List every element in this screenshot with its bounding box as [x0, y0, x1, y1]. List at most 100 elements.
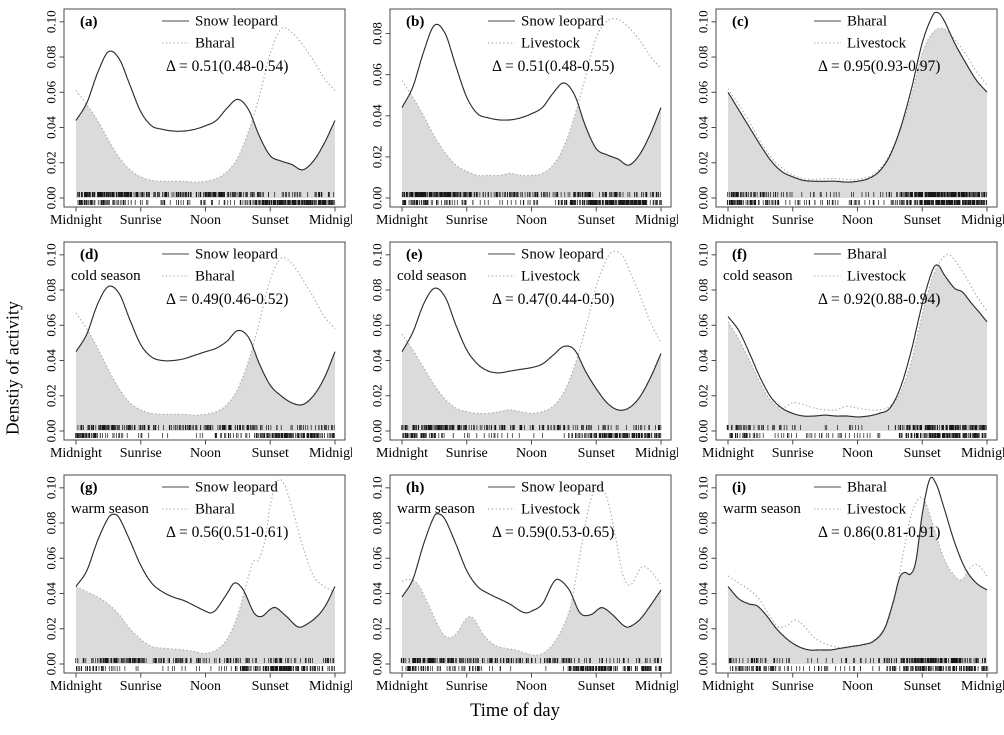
rug-solid-species: [77, 425, 335, 430]
y-tick-label: 0.06: [696, 313, 711, 336]
dotted-curve: [75, 256, 336, 416]
x-tick-label: Sunrise: [772, 679, 814, 694]
y-tick-label: 0.04: [44, 116, 59, 139]
legend-dotted-label: Livestock: [847, 502, 907, 518]
panel-letter: (h): [406, 480, 424, 496]
legend-dotted-label: Livestock: [521, 502, 581, 518]
y-tick-label: 0.06: [696, 546, 711, 569]
y-tick-label: 0.00: [370, 420, 385, 443]
legend-solid-label: Snow leopard: [195, 480, 278, 496]
y-tick-label: 0.04: [44, 582, 59, 605]
y-tick-label: 0.10: [370, 476, 385, 499]
panel-chart: 0.00 0.02 0.04 0.06 0.08 0.10 Midnight Sunrise N…: [696, 474, 1004, 694]
x-tick-label: Sunrise: [446, 213, 488, 228]
delta-overlap-value: Δ = 0.56(0.51-0.61): [166, 524, 288, 541]
x-axis: Midnight Sunrise Noon Sunset Midnight: [702, 207, 1004, 228]
y-axis: 0.00 0.02 0.04 0.06 0.08 0.10: [696, 476, 716, 675]
rug-dotted-species: [402, 200, 662, 205]
legend-dotted-label: Livestock: [521, 269, 581, 285]
panel-chart: 0.00 0.02 0.04 0.06 0.08 Midnight Sunrise Noon S…: [370, 8, 678, 228]
panel-c: 0.00 0.02 0.04 0.06 0.08 0.10 Midnight Sunrise N…: [678, 0, 1004, 233]
x-tick-label: Midnight: [961, 446, 1004, 461]
x-axis: Midnight Sunrise Noon Sunset Midnight: [702, 440, 1004, 461]
panel-chart: 0.00 0.02 0.04 0.06 0.08 0.10 Midnight Sunrise N…: [44, 241, 352, 461]
x-tick-label: Sunrise: [120, 213, 162, 228]
y-tick-label: 0.10: [370, 243, 385, 266]
dotted-curve: [75, 478, 336, 655]
y-axis: 0.00 0.02 0.04 0.06 0.08 0.10: [44, 243, 64, 442]
y-tick-label: 0.04: [696, 582, 711, 605]
panel-letter: (i): [732, 480, 746, 496]
y-axis: 0.00 0.02 0.04 0.06 0.08 0.10: [370, 476, 390, 675]
overlap-area: [728, 265, 987, 431]
legend-dotted-label: Livestock: [847, 269, 907, 285]
rug-solid-species: [77, 192, 335, 197]
y-tick-label: 0.00: [696, 420, 711, 443]
panel-chart: 0.00 0.02 0.04 0.06 0.08 0.10 Midnight Sunrise N…: [370, 241, 678, 461]
legend: Snow leopard Bharal Δ = 0.51(0.48-0.54): [162, 14, 288, 75]
legend-solid-label: Snow leopard: [521, 247, 604, 263]
season-label: cold season: [397, 268, 467, 284]
y-tick-label: 0.06: [44, 546, 59, 569]
panel-e: 0.00 0.02 0.04 0.06 0.08 0.10 Midnight Sunrise N…: [352, 233, 678, 466]
x-tick-label: Noon: [190, 446, 221, 461]
dotted-curve: [401, 485, 662, 656]
legend: Snow leopard Bharal Δ = 0.56(0.51-0.61): [162, 480, 288, 541]
x-axis: Midnight Sunrise Noon Sunset Midnight: [376, 207, 678, 228]
delta-overlap-value: Δ = 0.51(0.48-0.54): [166, 58, 288, 75]
x-tick-label: Midnight: [50, 213, 102, 228]
x-tick-label: Midnight: [50, 679, 102, 694]
y-tick-label: 0.06: [44, 313, 59, 336]
x-axis: Midnight Sunrise Noon Sunset Midnight: [702, 673, 1004, 694]
x-tick-label: Midnight: [961, 679, 1004, 694]
y-tick-label: 0.08: [370, 512, 385, 535]
y-tick-label: 0.10: [696, 243, 711, 266]
delta-overlap-value: Δ = 0.92(0.88-0.94): [818, 291, 940, 308]
legend-solid-label: Snow leopard: [521, 480, 604, 496]
y-tick-label: 0.02: [44, 384, 59, 407]
plot-frame: [715, 241, 998, 441]
y-tick-label: 0.06: [696, 80, 711, 103]
y-tick-label: 0.06: [370, 546, 385, 569]
solid-curve: [75, 513, 336, 628]
rug-dotted-species: [402, 433, 662, 438]
rug-dotted-species: [76, 666, 335, 671]
y-tick-label: 0.10: [44, 10, 59, 33]
dotted-curve: [75, 26, 336, 183]
delta-overlap-value: Δ = 0.59(0.53-0.65): [492, 524, 614, 541]
y-tick-label: 0.06: [370, 313, 385, 336]
dotted-curve: [727, 253, 988, 411]
rug-solid-species: [400, 658, 662, 663]
delta-overlap-value: Δ = 0.51(0.48-0.55): [492, 58, 614, 75]
solid-curve: [75, 50, 336, 171]
legend-dotted-label: Bharal: [195, 36, 235, 52]
plot-frame: [715, 474, 998, 674]
y-tick-label: 0.08: [44, 279, 59, 302]
y-tick-label: 0.02: [44, 151, 59, 174]
x-tick-label: Noon: [516, 213, 547, 228]
plot-frame: [389, 474, 672, 674]
y-axis: 0.00 0.02 0.04 0.06 0.08: [370, 22, 390, 209]
y-tick-label: 0.02: [370, 146, 385, 169]
x-tick-label: Sunrise: [446, 679, 488, 694]
solid-curve: [727, 476, 988, 651]
panel-letter: (f): [732, 247, 747, 263]
legend: Snow leopard Livestock Δ = 0.47(0.44-0.50): [488, 247, 614, 308]
x-tick-label: Sunset: [252, 679, 289, 694]
legend-dotted-label: Bharal: [195, 502, 235, 518]
panel-letter: (d): [80, 247, 98, 263]
x-tick-label: Sunset: [578, 446, 615, 461]
x-tick-label: Noon: [842, 679, 873, 694]
delta-overlap-value: Δ = 0.47(0.44-0.50): [492, 291, 614, 308]
panel-letter: (g): [80, 480, 98, 496]
y-tick-label: 0.04: [696, 349, 711, 372]
overlap-area: [728, 501, 987, 664]
rug-dotted-species: [726, 200, 988, 205]
legend-solid-label: Snow leopard: [521, 14, 604, 30]
x-tick-label: Sunset: [252, 213, 289, 228]
rug-solid-species: [726, 425, 987, 430]
y-tick-label: 0.08: [696, 512, 711, 535]
x-tick-label: Midnight: [309, 446, 352, 461]
legend: Bharal Livestock Δ = 0.86(0.81-0.91): [814, 480, 940, 541]
delta-overlap-value: Δ = 0.86(0.81-0.91): [818, 524, 940, 541]
